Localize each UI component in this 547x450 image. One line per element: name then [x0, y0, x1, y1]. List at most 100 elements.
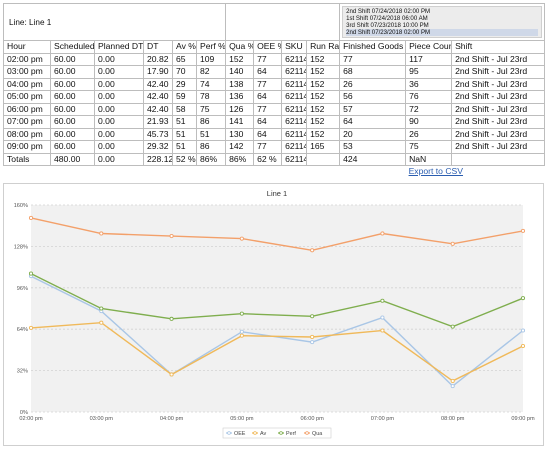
series-line-perf	[30, 272, 524, 328]
data-point-av[interactable]	[239, 333, 244, 338]
data-point-perf[interactable]	[520, 296, 526, 301]
data-point-perf[interactable]	[99, 306, 104, 311]
table-cell: 62114	[281, 140, 308, 154]
table-cell: 152	[306, 65, 341, 79]
legend-label-qua[interactable]: Qua	[312, 431, 322, 437]
table-cell: 64	[339, 115, 407, 129]
table-cell: 29	[172, 77, 197, 91]
table-cell: 36	[405, 77, 453, 91]
data-point-qua[interactable]	[520, 228, 526, 233]
table-cell: 21.93	[143, 115, 173, 129]
data-point-av[interactable]	[28, 325, 34, 330]
data-point-av[interactable]	[520, 343, 526, 349]
table-row: 09:00 pm 60.00 0.00 29.32 51 86 142 77 62114 165 5…	[3, 140, 546, 154]
table-cell: 64	[253, 90, 283, 104]
totals-cell: 62 %	[253, 152, 283, 166]
table-cell: 0.00	[94, 140, 144, 154]
table-cell: 08:00 pm	[3, 127, 51, 141]
table-cell: 42.40	[143, 77, 173, 91]
totals-cell	[451, 152, 546, 166]
data-point-qua[interactable]	[28, 215, 34, 220]
data-point-av[interactable]	[310, 334, 315, 340]
shift-selector[interactable]: 2nd Shift 07/24/2018 02:00 PM 1st Shift 0…	[339, 3, 546, 41]
data-point-perf[interactable]	[380, 298, 385, 303]
table-cell: 60.00	[50, 52, 95, 66]
data-point-qua[interactable]	[169, 234, 174, 239]
data-point-qua[interactable]	[380, 231, 385, 236]
table-cell: 2nd Shift - Jul 23rd	[451, 115, 546, 129]
column-header: OEE %	[253, 40, 283, 54]
data-point-perf[interactable]	[310, 314, 315, 319]
data-point-oee[interactable]	[239, 329, 244, 334]
shift-option[interactable]: 2nd Shift 07/23/2018 02:00 PM	[346, 29, 539, 37]
table-cell: 152	[306, 115, 341, 129]
data-point-oee[interactable]	[520, 328, 526, 333]
y-tick-label: 32%	[17, 369, 28, 375]
data-point-perf[interactable]	[169, 316, 174, 321]
legend-marker-av	[253, 431, 257, 435]
table-cell: 0.00	[94, 115, 144, 129]
column-header: Run Rate	[306, 40, 341, 54]
data-point-qua[interactable]	[310, 248, 315, 253]
table-cell: 09:00 pm	[3, 140, 51, 154]
legend-label-av[interactable]: Av	[260, 431, 266, 437]
table-cell: 2nd Shift - Jul 23rd	[451, 77, 546, 91]
table-cell: 68	[339, 65, 407, 79]
table-cell: 53	[339, 140, 407, 154]
table-cell: 59	[172, 90, 197, 104]
shift-option[interactable]: 1st Shift 07/24/2018 06:00 AM	[346, 15, 428, 23]
totals-row: Totals 480.00 0.00 228.12 52 % 86% 86% 62 % 6211…	[3, 152, 546, 166]
totals-cell: 424	[339, 152, 407, 166]
table-cell: 60.00	[50, 77, 95, 91]
legend	[222, 427, 332, 439]
table-cell: 60.00	[50, 127, 95, 141]
x-tick-label: 08:00 pm	[441, 416, 465, 422]
table-cell: 82	[195, 65, 227, 79]
data-point-perf[interactable]	[450, 324, 455, 329]
table-cell: 0.00	[94, 102, 144, 116]
table-cell: 2nd Shift - Jul 23rd	[451, 65, 546, 79]
data-point-av[interactable]	[380, 328, 385, 333]
totals-cell: 62114	[281, 152, 308, 166]
data-point-av[interactable]	[450, 378, 455, 383]
oee-table: Line: Line 1 2nd Shift 07/24/2018 02:00 …	[2, 3, 546, 178]
table-cell: 42.40	[143, 90, 173, 104]
table-cell: 75	[405, 140, 453, 154]
table-cell: 62114	[281, 102, 308, 116]
table-cell: 77	[253, 102, 283, 116]
table-cell: 109	[195, 52, 227, 66]
data-point-qua[interactable]	[239, 236, 244, 241]
legend-label-perf[interactable]: Perf	[286, 431, 296, 437]
table-cell: 51	[172, 115, 197, 129]
table-cell: 42.40	[143, 102, 173, 116]
export-cell: Export to CSV	[406, 166, 545, 178]
legend-label-oee[interactable]: OEE	[234, 431, 246, 437]
table-cell: 62114	[281, 65, 308, 79]
totals-cell: NaN	[405, 152, 453, 166]
table-cell: 02:00 pm	[3, 52, 51, 66]
table-cell: 77	[339, 52, 407, 66]
chart-canvas: Line 1 0% 32% 64% 96% 128% 160% 02:00 pm 03:00 p…	[14, 189, 535, 439]
data-point-av[interactable]	[169, 372, 174, 377]
totals-cell: 86%	[195, 152, 227, 166]
shift-listbox[interactable]: 2nd Shift 07/24/2018 02:00 PM 1st Shift 0…	[342, 6, 543, 38]
table-cell: 20.82	[143, 52, 173, 66]
header-spacer	[225, 3, 341, 41]
data-point-qua[interactable]	[99, 231, 104, 236]
shift-option[interactable]: 2nd Shift 07/24/2018 02:00 PM	[346, 8, 431, 15]
data-point-oee[interactable]	[380, 315, 385, 320]
export-csv-link[interactable]: Export to CSV	[408, 166, 464, 177]
table-cell: 152	[306, 52, 341, 66]
shift-option[interactable]: 3rd Shift 07/23/2018 10:00 PM	[346, 22, 429, 30]
data-point-perf[interactable]	[239, 311, 244, 316]
data-point-oee[interactable]	[310, 340, 315, 345]
data-point-perf[interactable]	[28, 271, 34, 276]
data-point-qua[interactable]	[450, 241, 455, 246]
table-cell: 77	[253, 52, 283, 66]
y-tick-label: 128%	[14, 244, 28, 250]
data-point-av[interactable]	[99, 320, 104, 325]
data-point-oee[interactable]	[450, 384, 455, 389]
table-cell: 126	[225, 102, 255, 116]
table-cell: 2nd Shift - Jul 23rd	[451, 127, 546, 141]
totals-cell: 228.12	[143, 152, 173, 166]
